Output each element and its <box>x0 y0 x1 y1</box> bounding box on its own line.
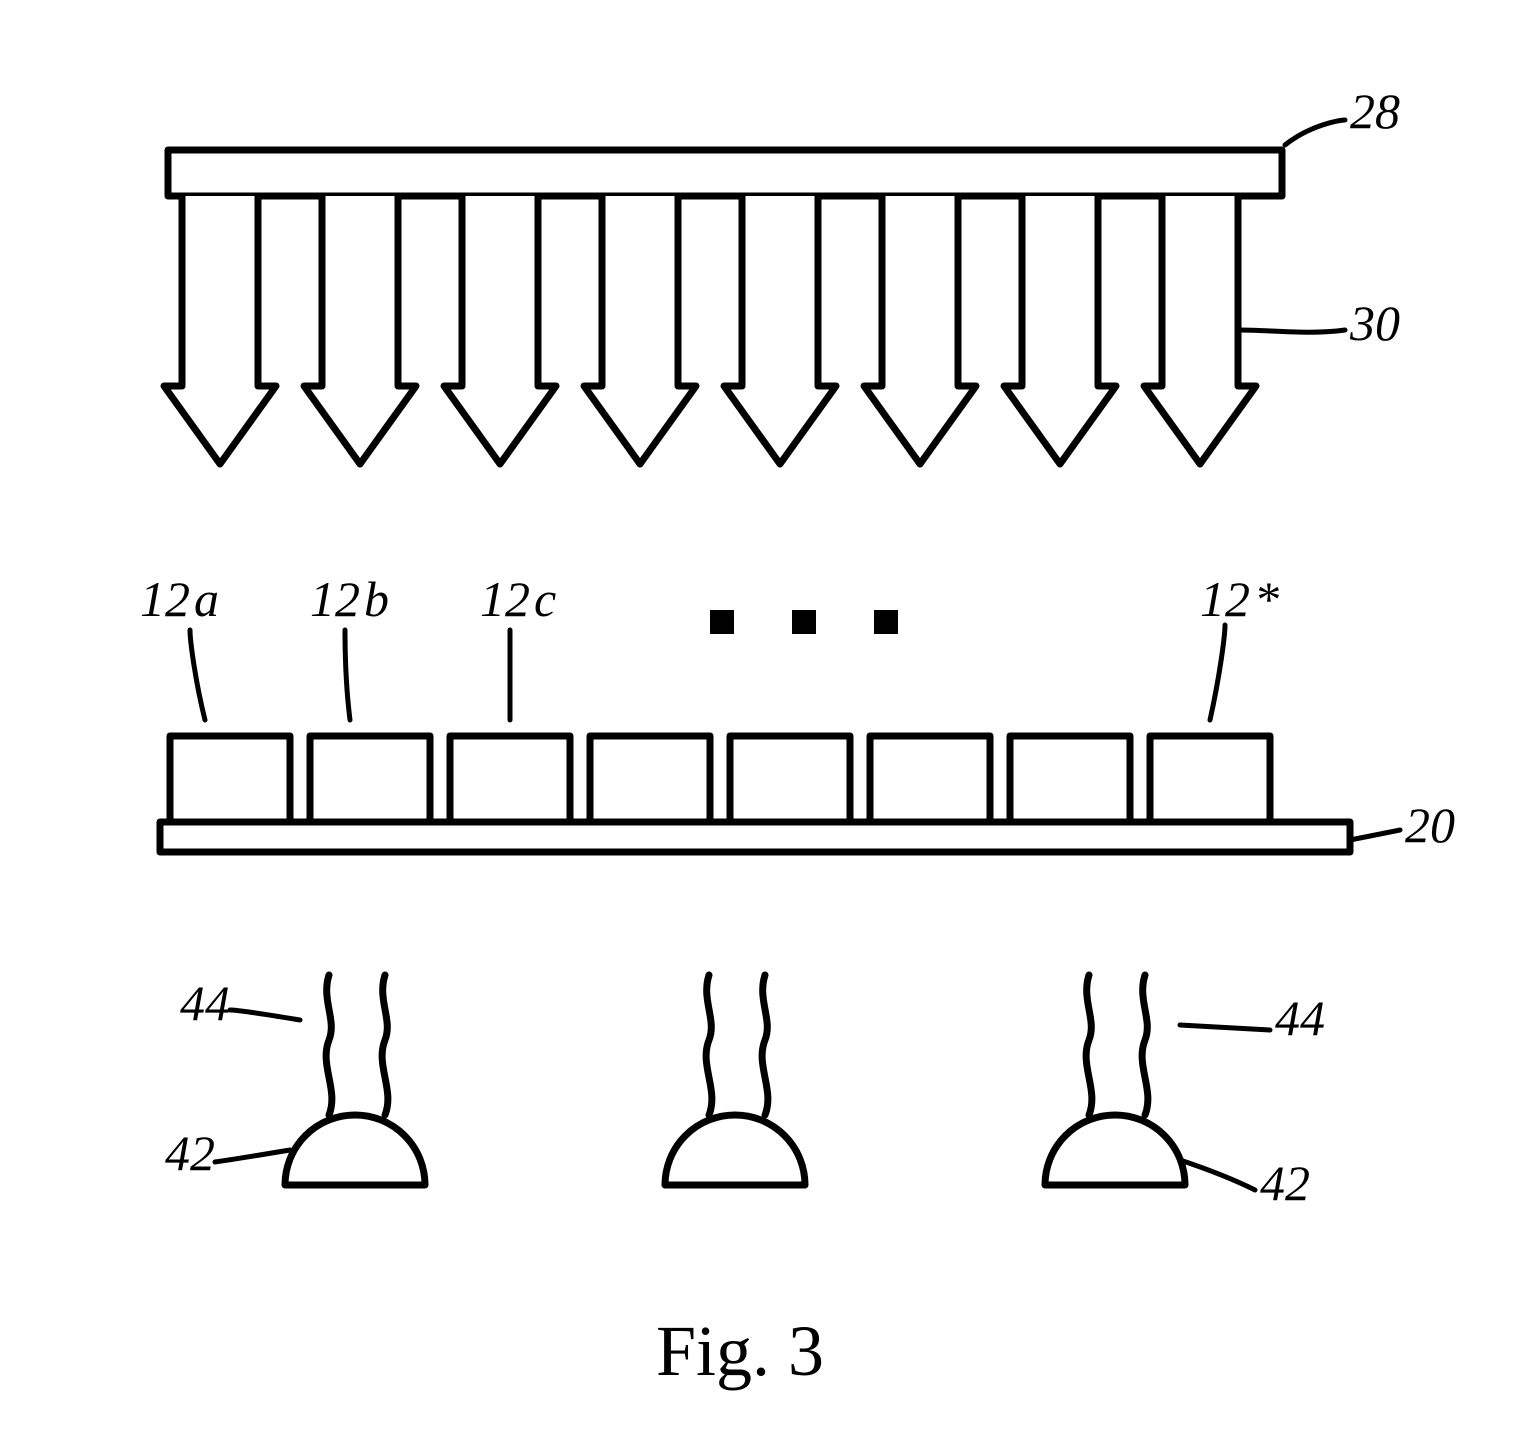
svg-text:44: 44 <box>180 975 230 1031</box>
svg-text:30: 30 <box>1349 295 1400 351</box>
svg-text:Fig. 3: Fig. 3 <box>656 1311 824 1391</box>
svg-text:12: 12 <box>310 571 360 627</box>
svg-text:*: * <box>1254 571 1279 627</box>
svg-text:b: b <box>364 571 389 627</box>
svg-text:c: c <box>534 571 556 627</box>
svg-text:12: 12 <box>480 571 530 627</box>
svg-text:12: 12 <box>140 571 190 627</box>
svg-text:28: 28 <box>1350 83 1400 139</box>
svg-text:12: 12 <box>1200 571 1250 627</box>
svg-text:a: a <box>194 571 219 627</box>
svg-text:44: 44 <box>1275 990 1325 1046</box>
svg-text:20: 20 <box>1405 797 1455 853</box>
svg-text:42: 42 <box>1260 1155 1310 1211</box>
svg-text:42: 42 <box>165 1125 215 1181</box>
